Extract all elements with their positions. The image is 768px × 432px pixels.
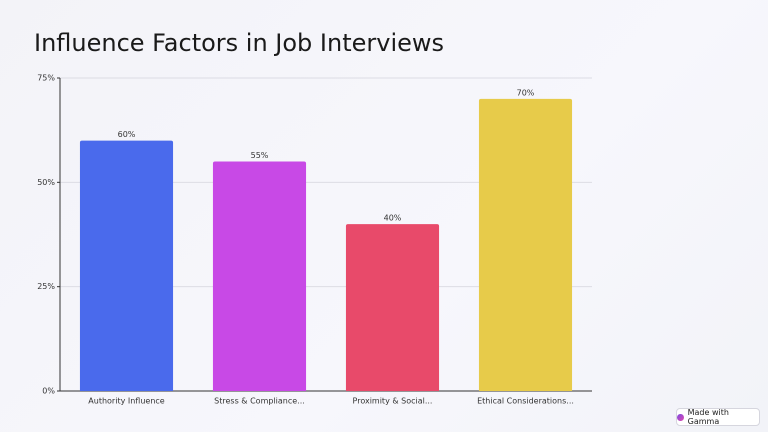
value-label: 70%: [517, 88, 535, 97]
bar: [212, 161, 307, 391]
y-tick-label: 50%: [37, 178, 55, 187]
bar: [79, 140, 174, 391]
x-tick-label: Authority Influence: [88, 397, 165, 406]
badge-icon: [677, 413, 684, 421]
y-tick-label: 25%: [37, 282, 55, 291]
badge-text: Made with Gamma: [687, 408, 729, 426]
chart-title: Influence Factors in Job Interviews: [34, 29, 444, 57]
y-tick-label: 75%: [37, 74, 55, 83]
value-label: 55%: [251, 151, 269, 160]
x-tick-label: Ethical Considerations...: [477, 397, 574, 406]
x-tick-label: Proximity & Social...: [353, 397, 433, 406]
bar: [478, 98, 573, 391]
bar: [345, 224, 440, 391]
value-label: 40%: [384, 214, 402, 223]
x-tick-label: Stress & Compliance...: [214, 397, 305, 406]
y-tick-label: 0%: [42, 387, 55, 396]
badge[interactable]: Made with Gamma: [676, 408, 760, 426]
value-label: 60%: [118, 130, 136, 139]
